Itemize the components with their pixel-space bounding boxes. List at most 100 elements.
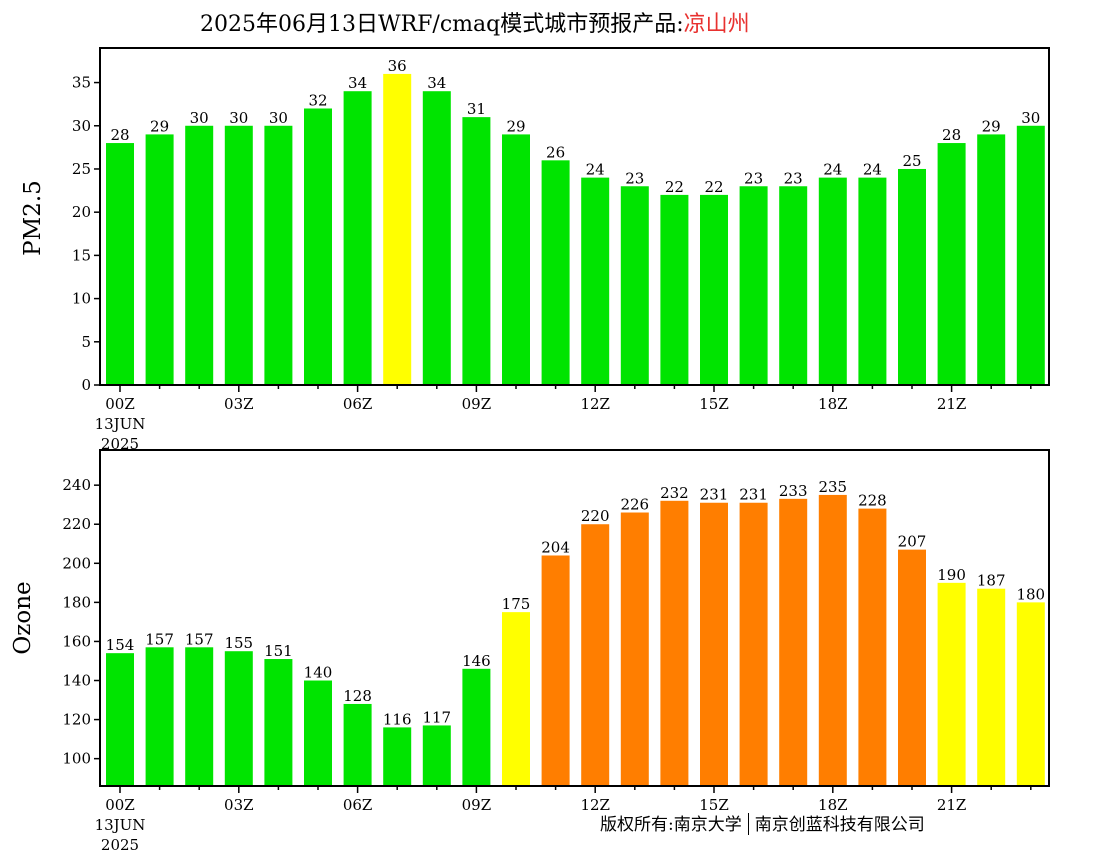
pm25-bar [818,177,847,385]
ozone-value-label: 157 [185,630,214,648]
ozone-bar [145,647,174,786]
pm25-value-label: 25 [902,152,921,170]
pm25-bar [264,125,293,386]
pm25-ytick-label: 35 [72,74,91,92]
ozone-value-label: 175 [502,595,531,613]
pm25-value-label: 32 [308,91,327,109]
ozone-bar [502,612,530,786]
pm25-value-label: 34 [427,74,446,92]
ozone-value-label: 157 [145,630,174,648]
pm25-bar [739,186,768,385]
pm25-bar [462,117,491,385]
pm25-bar [145,134,174,385]
ozone-xtick-label: 03Z [224,796,254,814]
ozone-value-label: 116 [383,710,412,728]
ozone-chart: 154 157 157 155 151 140 128 116 117 146 175 204 220 2… [10,449,1050,850]
ozone-value-label: 235 [818,478,847,496]
pm25-bar [383,73,412,385]
pm25-value-label: 30 [1021,109,1040,127]
pm25-value-label: 24 [823,161,842,179]
ozone-xtick-label: 12Z [580,796,610,814]
ozone-bar [343,703,372,786]
pm25-chart: 28 29 30 30 30 32 34 36 34 31 29 26 24 23 22 22 23 23 24 24… [20,47,1050,453]
ozone-ytick-label: 180 [62,593,91,611]
pm25-bar [898,168,926,385]
ozone-bar [462,668,491,786]
pm25-bar [660,194,689,385]
ozone-value-label: 180 [1016,585,1045,603]
ozone-bar [858,508,887,786]
copyright-right: 南京创蓝科技有限公司 [754,815,925,835]
pm25-ytick-label: 20 [72,203,91,221]
pm25-ytick-label: 10 [72,290,91,308]
ozone-bar [620,512,649,786]
ozone-xtick-label: 13JUN [95,816,146,834]
ozone-value-label: 204 [541,538,570,556]
ozone-value-label: 231 [700,486,729,504]
pm25-value-label: 34 [348,74,367,92]
ozone-ytick-label: 100 [62,750,91,768]
pm25-xtick-label: 09Z [462,395,492,413]
pm25-value-label: 28 [942,126,961,144]
pm25-xtick-label: 21Z [937,395,967,413]
ozone-bar [700,502,728,786]
ozone-value-label: 190 [937,566,966,584]
ozone-bar [581,524,610,786]
pm25-value-label: 23 [744,169,763,187]
ozone-value-label: 128 [343,687,372,705]
chart-title: 2025年06月13日WRF/cmaq模式城市预报产品:凉山州 [200,6,750,38]
ozone-bar [422,725,451,786]
pm25-bar [700,194,728,385]
pm25-value-label: 24 [586,161,605,179]
pm25-bar [937,143,966,385]
pm25-value-label: 22 [665,178,684,196]
pm25-value-label: 23 [784,169,803,187]
pm25-xtick-label: 06Z [343,395,373,413]
ozone-ytick-label: 120 [62,711,91,729]
ozone-xtick-label: 21Z [937,796,967,814]
pm25-bar [858,177,887,385]
pm25-bar [106,143,134,385]
pm25-value-label: 30 [269,109,288,127]
pm25-bar [343,91,372,385]
pm25-xtick-label: 18Z [818,395,848,413]
pm25-ytick-label: 30 [72,117,91,135]
ozone-value-label: 151 [264,642,293,660]
ozone-xtick-label: 06Z [343,796,373,814]
pm25-bar [581,177,610,385]
pm25-ytick-label: 25 [72,160,91,178]
pm25-value-label: 26 [546,143,565,161]
pm25-bar [541,160,570,385]
pm25-value-label: 29 [150,117,169,135]
pm25-bar [1016,125,1045,386]
ozone-ylabel: Ozone [10,581,36,654]
pm25-value-label: 23 [625,169,644,187]
ozone-ytick-label: 140 [62,672,91,690]
ozone-value-label: 155 [224,634,253,652]
ozone-xtick-label: 2025 [101,836,139,850]
ozone-value-label: 146 [462,652,491,670]
pm25-ytick-label: 5 [81,333,91,351]
ozone-xtick-label: 00Z [105,796,135,814]
pm25-xtick-label: 2025 [101,435,139,453]
pm25-value-label: 36 [388,57,407,75]
pm25-ytick-label: 15 [72,246,91,264]
ozone-bar [541,555,570,786]
pm25-value-label: 22 [704,178,723,196]
pm25-value-label: 30 [190,109,209,127]
ozone-xtick-label: 09Z [462,796,492,814]
pm25-value-label: 29 [506,117,525,135]
ozone-bar [898,549,926,786]
pm25-xtick-label: 03Z [224,395,254,413]
ozone-ytick-label: 200 [62,554,91,572]
ozone-bar [264,659,293,786]
ozone-value-label: 154 [106,636,135,654]
pm25-bar [977,134,1006,385]
pm25-value-label: 28 [110,126,129,144]
pm25-xtick-label: 15Z [699,395,729,413]
pm25-bar [304,108,332,385]
pm25-xtick-label: 13JUN [95,415,146,433]
ozone-bar [739,502,768,786]
ozone-value-label: 117 [422,708,451,726]
